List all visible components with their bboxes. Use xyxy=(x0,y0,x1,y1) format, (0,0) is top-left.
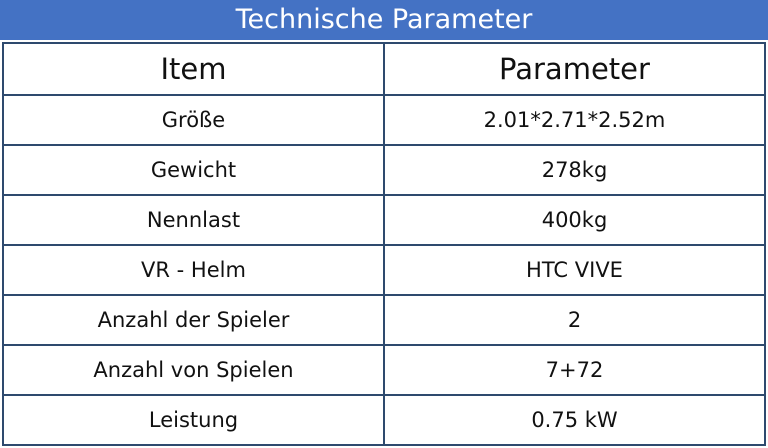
table-cell: HTC VIVE xyxy=(383,244,766,296)
table-cell: Anzahl von Spielen xyxy=(2,344,385,396)
title-bar: Technische Parameter xyxy=(0,0,768,40)
parameter-table: Item Parameter Größe 2.01*2.71*2.52m Gewich… xyxy=(2,42,766,446)
table-row: VR - Helm HTC VIVE xyxy=(2,244,766,296)
table-cell: 400kg xyxy=(383,194,766,246)
table-cell: Nennlast xyxy=(2,194,385,246)
table-row: Leistung 0.75 kW xyxy=(2,394,766,446)
table-cell: Größe xyxy=(2,94,385,146)
table-body: Größe 2.01*2.71*2.52m Gewicht 278kg Nennlast… xyxy=(2,94,766,446)
table-cell: 0.75 kW xyxy=(383,394,766,446)
table-row: Gewicht 278kg xyxy=(2,144,766,196)
table-cell: Leistung xyxy=(2,394,385,446)
table-cell: Anzahl der Spieler xyxy=(2,294,385,346)
table-row: Anzahl von Spielen 7+72 xyxy=(2,344,766,396)
table-row: Größe 2.01*2.71*2.52m xyxy=(2,94,766,146)
table-row: Nennlast 400kg xyxy=(2,194,766,246)
column-header: Item xyxy=(2,42,385,96)
column-header: Parameter xyxy=(383,42,766,96)
table-row: Anzahl der Spieler 2 xyxy=(2,294,766,346)
table-cell: VR - Helm xyxy=(2,244,385,296)
header-row: Item Parameter xyxy=(2,42,766,96)
table-cell: 278kg xyxy=(383,144,766,196)
table-cell: Gewicht xyxy=(2,144,385,196)
table-cell: 2.01*2.71*2.52m xyxy=(383,94,766,146)
table-cell: 7+72 xyxy=(383,344,766,396)
table-cell: 2 xyxy=(383,294,766,346)
